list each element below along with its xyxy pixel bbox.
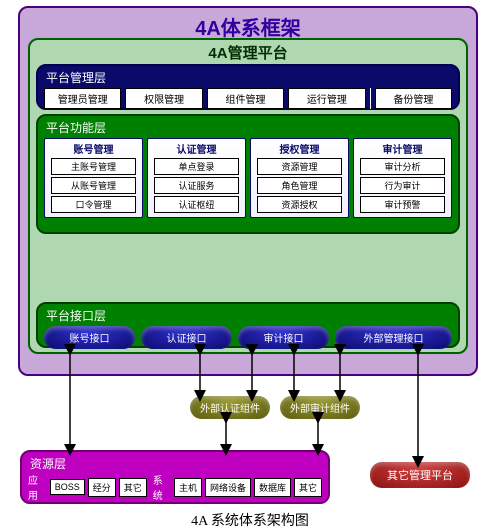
intf-pill: 账号接口 bbox=[44, 326, 135, 349]
res-app-group: 应用 BOSS 经分 其它 bbox=[28, 472, 147, 502]
main-title: 4A体系框架 bbox=[20, 8, 476, 41]
res-sys-item: 主机 bbox=[174, 478, 202, 497]
func-col-authz: 授权管理 资源管理 角色管理 资源授权 bbox=[250, 138, 349, 218]
mgmt-layer-title: 平台管理层 bbox=[38, 66, 458, 86]
func-groups: 账号管理 主账号管理 从账号管理 口令管理 认证管理 单点登录 认证服务 认证枢… bbox=[38, 136, 458, 224]
divider bbox=[370, 88, 371, 109]
func-layer: 平台功能层 账号管理 主账号管理 从账号管理 口令管理 认证管理 单点登录 认证… bbox=[36, 114, 460, 234]
intf-layer-title: 平台接口层 bbox=[38, 304, 458, 324]
intf-pills: 账号接口 认证接口 审计接口 外部管理接口 bbox=[38, 324, 458, 355]
res-sys-item: 网络设备 bbox=[205, 478, 251, 497]
platform-title: 4A管理平台 bbox=[30, 40, 466, 63]
func-item: 行为审计 bbox=[360, 177, 445, 194]
func-item: 从账号管理 bbox=[51, 177, 136, 194]
ext-auth-component: 外部认证组件 bbox=[190, 396, 270, 419]
resource-layer: 资源层 应用 BOSS 经分 其它 系统 主机 网络设备 数据库 其它 bbox=[20, 450, 330, 504]
mgmt-items: 管理员管理 权限管理 组件管理 运行管理 备份管理 bbox=[38, 86, 458, 115]
func-item: 主账号管理 bbox=[51, 158, 136, 175]
res-sys-item: 其它 bbox=[294, 478, 322, 497]
func-item: 认证服务 bbox=[154, 177, 239, 194]
mgmt-layer: 平台管理层 管理员管理 权限管理 组件管理 运行管理 备份管理 bbox=[36, 64, 460, 110]
mgmt-item: 备份管理 bbox=[375, 88, 452, 109]
intf-pill: 审计接口 bbox=[238, 326, 329, 349]
func-item: 认证枢纽 bbox=[154, 196, 239, 213]
intf-pill: 外部管理接口 bbox=[335, 326, 452, 349]
func-item: 审计预警 bbox=[360, 196, 445, 213]
func-col-title: 授权管理 bbox=[253, 141, 346, 156]
func-col-title: 账号管理 bbox=[47, 141, 140, 156]
res-app-item: 经分 bbox=[88, 478, 116, 497]
func-item: 资源管理 bbox=[257, 158, 342, 175]
func-col-title: 认证管理 bbox=[150, 141, 243, 156]
res-sys-item: 数据库 bbox=[254, 478, 291, 497]
mgmt-item: 组件管理 bbox=[207, 88, 284, 109]
func-col-account: 账号管理 主账号管理 从账号管理 口令管理 bbox=[44, 138, 143, 218]
ext-audit-component: 外部审计组件 bbox=[280, 396, 360, 419]
resource-layer-title: 资源层 bbox=[22, 452, 328, 472]
func-item: 审计分析 bbox=[360, 158, 445, 175]
mgmt-item: 运行管理 bbox=[288, 88, 365, 109]
func-col-audit: 审计管理 审计分析 行为审计 审计预警 bbox=[353, 138, 452, 218]
mgmt-item: 管理员管理 bbox=[44, 88, 121, 109]
func-item: 资源授权 bbox=[257, 196, 342, 213]
mgmt-item: 权限管理 bbox=[125, 88, 202, 109]
func-item: 口令管理 bbox=[51, 196, 136, 213]
res-app-item: BOSS bbox=[50, 479, 85, 495]
figure-caption: 4A 系统体系架构图 bbox=[0, 510, 500, 530]
func-col-auth: 认证管理 单点登录 认证服务 认证枢纽 bbox=[147, 138, 246, 218]
intf-pill: 认证接口 bbox=[141, 326, 232, 349]
res-sys-label: 系统 bbox=[153, 472, 171, 502]
intf-layer: 平台接口层 账号接口 认证接口 审计接口 外部管理接口 bbox=[36, 302, 460, 348]
func-item: 单点登录 bbox=[154, 158, 239, 175]
func-col-title: 审计管理 bbox=[356, 141, 449, 156]
func-item: 角色管理 bbox=[257, 177, 342, 194]
res-app-label: 应用 bbox=[28, 472, 47, 502]
func-layer-title: 平台功能层 bbox=[38, 116, 458, 136]
res-sys-group: 系统 主机 网络设备 数据库 其它 bbox=[153, 472, 322, 502]
res-app-item: 其它 bbox=[119, 478, 147, 497]
other-platform: 其它管理平台 bbox=[370, 462, 470, 488]
